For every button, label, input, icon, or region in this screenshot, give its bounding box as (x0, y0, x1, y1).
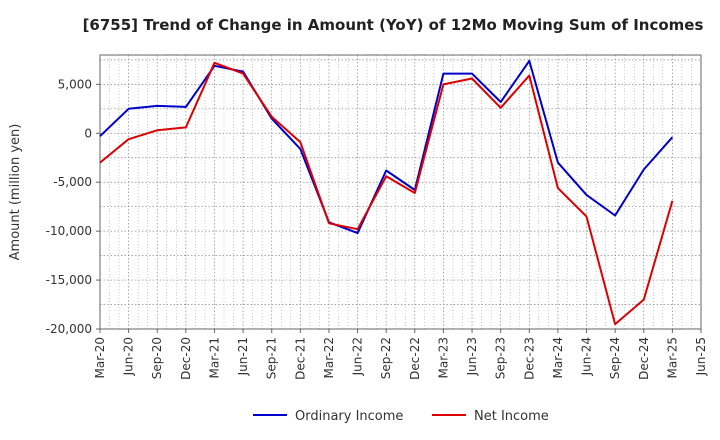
x-tick-label: Mar-25 (665, 337, 679, 378)
y-tick-label: -20,000 (46, 322, 92, 336)
x-axis: Mar-20 Jun-20 Sep-20 Dec-20 Mar-21 Jun-21 Sep-… (93, 329, 708, 380)
x-tick-label: Mar-20 (93, 337, 107, 378)
series-line-ordinary-income (99, 59, 674, 235)
y-tick-label: -15,000 (46, 273, 92, 287)
x-tick-label: Jun-22 (351, 337, 365, 376)
x-tick-label: Sep-22 (379, 337, 393, 379)
x-tick-label: Dec-22 (408, 337, 422, 380)
chart-title: [6755] Trend of Change in Amount (YoY) o… (83, 16, 704, 34)
x-tick-label: Dec-20 (179, 337, 193, 380)
y-tick-label: -5,000 (53, 175, 92, 189)
legend-label: Net Income (474, 409, 549, 424)
y-tick-label: 0 (84, 126, 92, 140)
y-axis-label: Amount (million yen) (8, 124, 23, 261)
x-tick-label: Dec-24 (637, 337, 651, 380)
x-tick-label: Mar-23 (436, 337, 450, 378)
x-tick-label: Jun-23 (465, 337, 479, 376)
x-tick-label: Mar-21 (207, 337, 221, 378)
series-line-net-income (99, 61, 674, 326)
grid (99, 55, 702, 330)
x-tick-label: Jun-25 (694, 337, 708, 376)
legend: Ordinary Income Net Income (253, 409, 549, 424)
y-tick-label: -10,000 (46, 224, 92, 238)
x-tick-label: Sep-24 (608, 337, 622, 379)
x-tick-label: Mar-22 (322, 337, 336, 378)
x-tick-label: Sep-20 (150, 337, 164, 379)
x-tick-label: Jun-21 (236, 337, 250, 376)
y-axis: 5,000 0 -5,000 -10,000 -15,000 -20,000 (46, 77, 100, 336)
x-tick-label: Dec-21 (293, 337, 307, 380)
x-tick-label: Jun-24 (580, 337, 594, 376)
x-tick-label: Sep-21 (265, 337, 279, 379)
x-tick-label: Jun-20 (122, 337, 136, 376)
y-tick-label: 5,000 (58, 77, 92, 91)
legend-label: Ordinary Income (295, 409, 403, 424)
x-tick-label: Dec-23 (522, 337, 536, 380)
x-tick-label: Mar-24 (551, 337, 565, 378)
series-group (99, 59, 674, 326)
x-tick-label: Sep-23 (494, 337, 508, 379)
plot-area (99, 54, 702, 330)
